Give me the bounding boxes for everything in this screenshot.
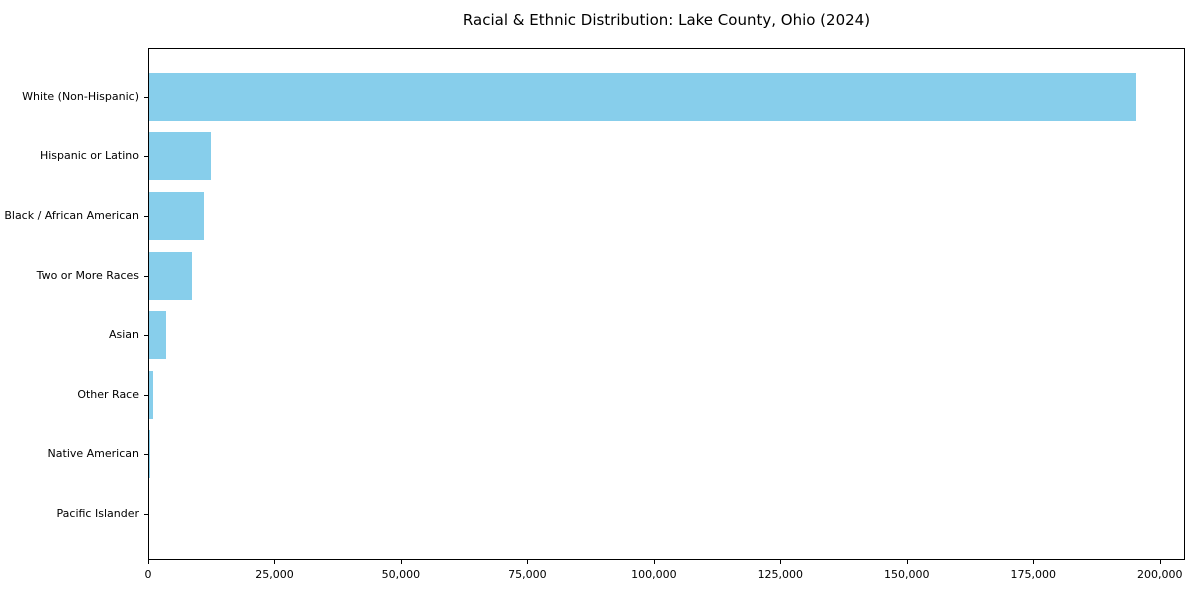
y-axis-tick (144, 514, 148, 515)
y-tick-label: Black / African American (4, 209, 139, 222)
x-axis-tick (1033, 560, 1034, 564)
y-tick-label: Two or More Races (36, 268, 139, 282)
x-axis-tick (654, 560, 655, 564)
x-axis-tick (780, 560, 781, 564)
y-axis-tick (144, 156, 148, 157)
x-tick-label: 150,000 (884, 568, 930, 581)
bar-native-american (149, 430, 151, 479)
bar-asian (149, 311, 167, 360)
y-tick-label: Other Race (77, 387, 139, 401)
plot-area (148, 48, 1185, 560)
x-axis-tick (1160, 560, 1161, 564)
bar-white-non-hispanic (149, 72, 1136, 121)
y-axis-tick (144, 335, 148, 336)
x-axis-tick (274, 560, 275, 564)
x-tick-label: 200,000 (1136, 568, 1183, 581)
x-tick-label: 50,000 (381, 568, 421, 581)
y-tick-label: Asian (108, 328, 139, 342)
x-tick-label: 0 (144, 568, 152, 581)
bar-black-african-american (149, 192, 205, 240)
x-tick-label: 175,000 (1010, 568, 1056, 581)
x-tick-label: 25,000 (255, 568, 294, 581)
y-tick-label: White (Non-Hispanic) (22, 89, 139, 103)
bar-other-race (149, 370, 154, 419)
y-axis-tick (144, 276, 148, 277)
x-axis-tick (401, 560, 402, 564)
y-axis-tick (144, 216, 148, 217)
x-axis-tick (907, 560, 908, 564)
x-axis-tick (148, 560, 149, 564)
bar-two-or-more-races (149, 251, 192, 300)
x-tick-label: 100,000 (631, 568, 677, 581)
y-tick-label: Native American (47, 447, 139, 461)
y-axis-tick (144, 454, 148, 455)
y-tick-label: Hispanic or Latino (39, 149, 139, 163)
x-axis-tick (527, 560, 528, 564)
chart-title: Racial & Ethnic Distribution: Lake Count… (462, 11, 871, 29)
y-tick-label: Pacific Islander (56, 507, 139, 520)
x-tick-label: 75,000 (508, 568, 547, 581)
x-tick-label: 125,000 (757, 568, 804, 581)
y-axis-tick (144, 97, 148, 98)
bar-hispanic-or-latino (149, 132, 212, 181)
y-axis-tick (144, 395, 148, 396)
